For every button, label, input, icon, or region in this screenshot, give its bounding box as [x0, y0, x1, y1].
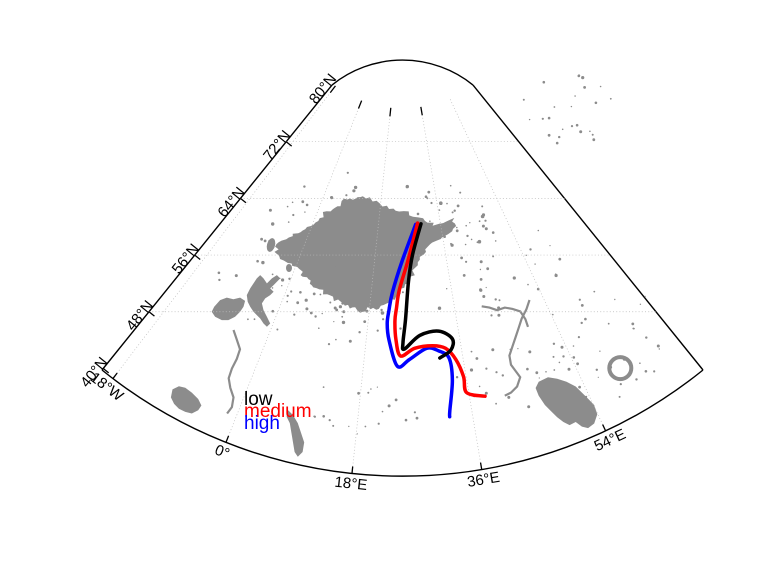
svg-text:high: high — [244, 413, 280, 434]
svg-text:56°N: 56°N — [169, 241, 203, 278]
svg-text:54°E: 54°E — [592, 426, 629, 455]
svg-text:0°: 0° — [212, 442, 232, 463]
svg-text:18°E: 18°E — [334, 474, 368, 494]
svg-text:64°N: 64°N — [214, 184, 248, 221]
svg-text:48°N: 48°N — [123, 297, 157, 334]
svg-text:36°E: 36°E — [466, 469, 501, 491]
svg-text:72°N: 72°N — [260, 127, 294, 164]
svg-text:80°N: 80°N — [306, 71, 340, 108]
